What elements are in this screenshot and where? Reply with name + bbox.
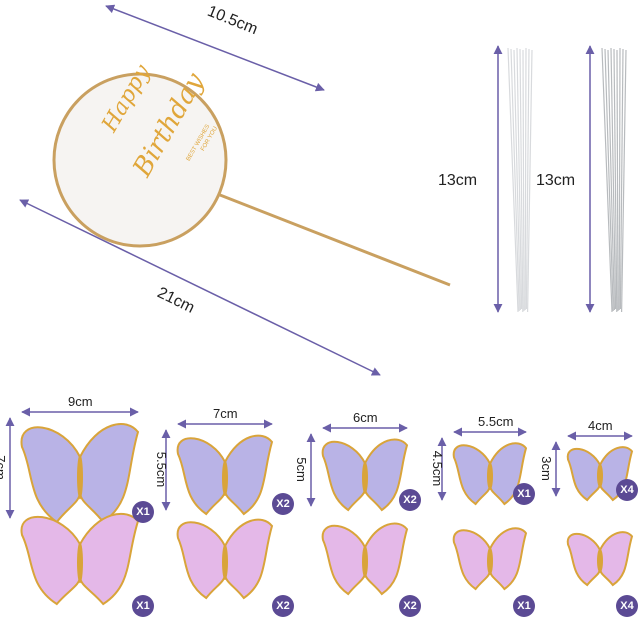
quantity-badge: X1 bbox=[513, 595, 535, 617]
wire bbox=[524, 47, 527, 311]
butterfly bbox=[566, 531, 634, 587]
wire bbox=[616, 49, 619, 312]
wire bbox=[621, 49, 627, 313]
butterfly bbox=[321, 438, 409, 512]
butterfly bbox=[20, 423, 140, 524]
quantity-badge: X1 bbox=[132, 501, 154, 523]
length-arrow bbox=[19, 199, 381, 376]
wire bbox=[613, 48, 618, 313]
wire bbox=[519, 48, 524, 313]
wire bbox=[527, 49, 533, 313]
height-label: 7cm bbox=[0, 455, 8, 480]
height-label: 4.5cm bbox=[430, 450, 446, 487]
wire-length-2: 13cm bbox=[536, 172, 576, 189]
wire-length-1: 13cm bbox=[438, 172, 478, 189]
butterfly bbox=[452, 442, 528, 506]
wire bbox=[604, 48, 614, 312]
wire bbox=[601, 47, 613, 313]
quantity-badge: X2 bbox=[399, 489, 421, 511]
wire bbox=[525, 48, 530, 310]
height-label: 5cm bbox=[293, 457, 309, 482]
wire bbox=[516, 47, 523, 310]
wire bbox=[507, 47, 519, 313]
quantity-badge: X4 bbox=[616, 479, 638, 501]
wire bbox=[522, 49, 525, 312]
width-label: 9cm bbox=[68, 394, 93, 409]
butterfly bbox=[176, 518, 274, 600]
wire bbox=[513, 49, 521, 311]
wire bbox=[607, 49, 615, 311]
diameter-arrow bbox=[105, 4, 325, 92]
butterfly bbox=[20, 512, 140, 606]
height-label: 5.5cm bbox=[154, 451, 170, 488]
quantity-badge: X2 bbox=[399, 595, 421, 617]
quantity-badge: X2 bbox=[272, 493, 294, 515]
width-label: 7cm bbox=[213, 406, 238, 421]
width-label: 6cm bbox=[353, 410, 378, 425]
wire bbox=[619, 48, 624, 310]
quantity-badge: X4 bbox=[616, 595, 638, 617]
wire bbox=[610, 47, 617, 310]
width-label: 4cm bbox=[588, 418, 613, 433]
butterfly bbox=[452, 527, 528, 591]
wire bbox=[618, 47, 621, 311]
quantity-badge: X1 bbox=[132, 595, 154, 617]
width-label: 5.5cm bbox=[478, 414, 514, 429]
butterfly bbox=[566, 446, 634, 502]
height-label: 3cm bbox=[538, 456, 554, 481]
butterfly bbox=[176, 434, 274, 516]
butterfly bbox=[321, 522, 409, 596]
quantity-badge: X1 bbox=[513, 483, 535, 505]
wire bbox=[510, 48, 520, 312]
quantity-badge: X2 bbox=[272, 595, 294, 617]
